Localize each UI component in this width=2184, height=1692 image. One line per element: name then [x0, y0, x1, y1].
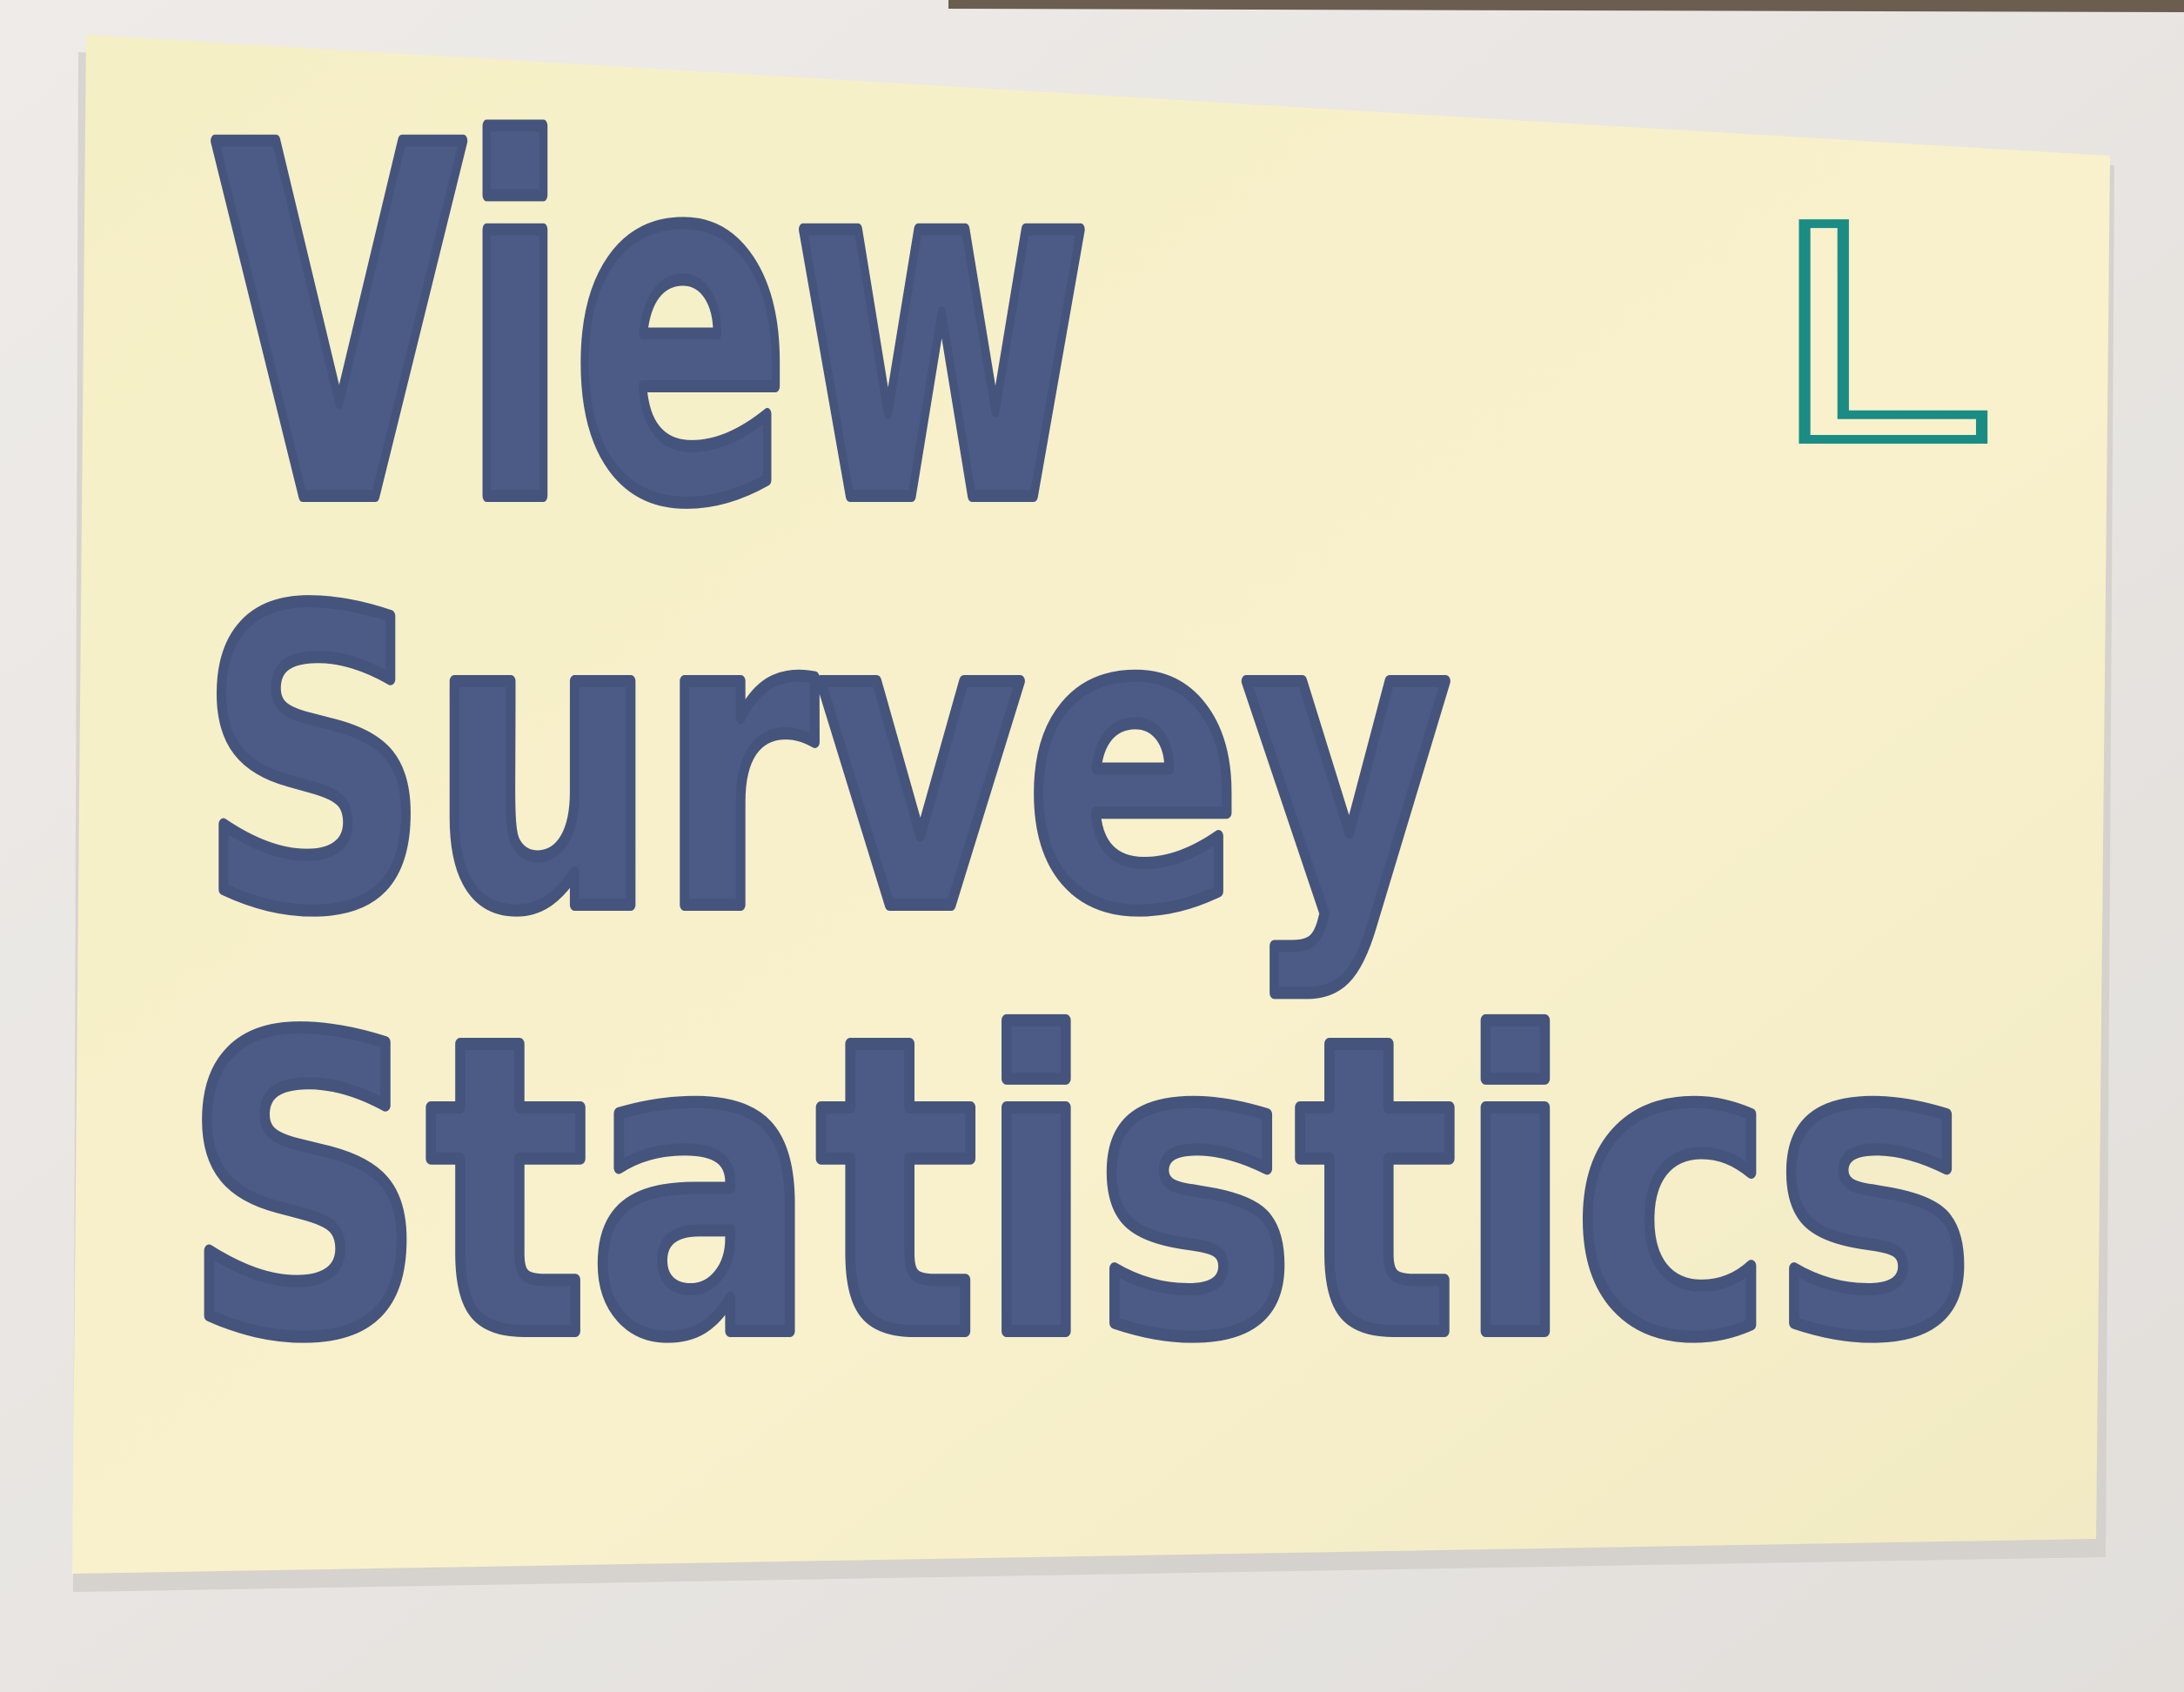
- note-text: View Survey Statistics L: [177, 38, 1990, 1434]
- note-line: Survey: [198, 525, 1451, 1001]
- frame-edge: [948, 0, 2184, 12]
- note-line: View: [213, 44, 1092, 612]
- sticky-note: [72, 35, 2110, 1574]
- note-line: Statistics: [183, 952, 1975, 1428]
- note-tag: L: [1766, 165, 1986, 510]
